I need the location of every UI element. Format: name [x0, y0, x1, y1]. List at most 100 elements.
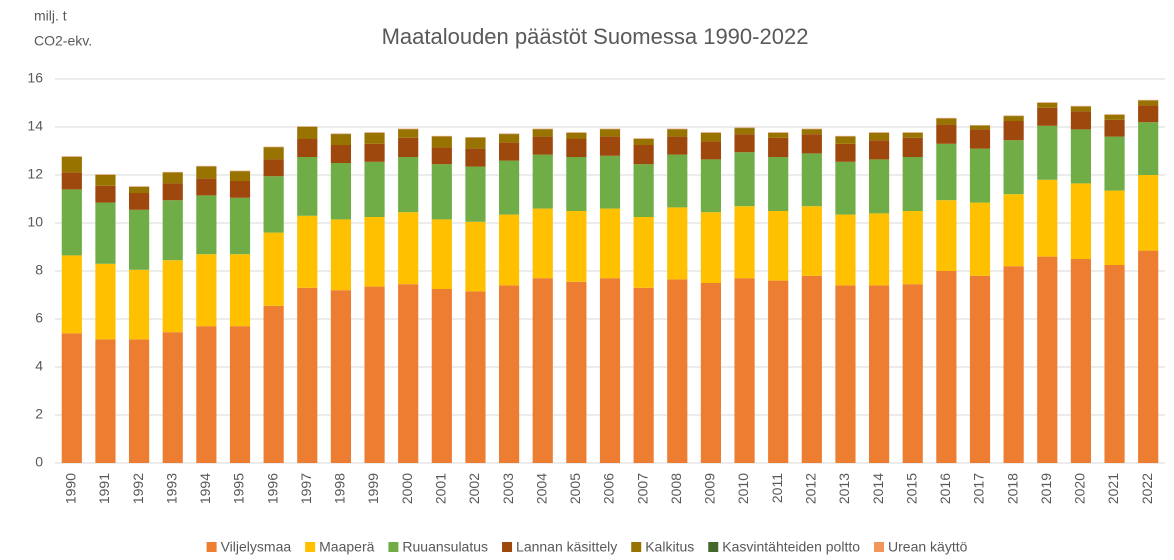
- y-tick-label: 0: [35, 454, 43, 470]
- bar-segment: [263, 147, 284, 160]
- x-tick-label: 2014: [870, 473, 886, 504]
- bar-segment: [297, 215, 318, 288]
- bar-segment: [734, 206, 755, 279]
- bar-segment: [229, 171, 251, 181]
- bar-segment: [936, 143, 957, 201]
- bar-segment: [566, 133, 587, 139]
- bar-segment: [734, 152, 755, 207]
- bar-segment: [297, 157, 318, 216]
- bar-segment: [1070, 106, 1091, 112]
- y-tick-label: 12: [27, 166, 43, 182]
- bar-segment: [330, 290, 351, 463]
- y-tick-label: 14: [27, 118, 43, 134]
- bar-segment: [1037, 103, 1058, 108]
- x-tick-label: 2013: [836, 473, 852, 504]
- bar-segment: [801, 153, 822, 207]
- x-tick-label: 2016: [937, 473, 953, 504]
- bar-segment: [599, 208, 621, 279]
- legend-label: Lannan käsittely: [516, 539, 617, 555]
- x-tick-label: 2010: [735, 473, 751, 504]
- legend-swatch: [874, 542, 885, 552]
- chart-title: Maatalouden päästöt Suomessa 1990-2022: [382, 24, 809, 49]
- bar-segment: [700, 141, 721, 160]
- bar-segment: [599, 136, 621, 156]
- bar-segment: [499, 160, 520, 215]
- bar-segment: [398, 137, 419, 157]
- bar-segment: [398, 212, 419, 285]
- bar-segment: [398, 284, 419, 463]
- bar-segment: [1070, 183, 1091, 259]
- x-tick-label: 2011: [769, 473, 785, 503]
- x-tick-label: 1995: [231, 473, 247, 504]
- x-tick-label: 2006: [601, 473, 617, 504]
- bar-segment: [499, 134, 520, 143]
- bar-segment: [869, 285, 890, 463]
- legend-label: Ruuansulatus: [402, 539, 488, 555]
- bar-segment: [969, 275, 991, 463]
- bar-segment: [263, 305, 284, 463]
- bar-segment: [969, 148, 991, 203]
- bar-segment: [969, 202, 991, 276]
- bar-segment: [869, 140, 890, 160]
- bar-segment: [768, 157, 789, 211]
- x-tick-label: 1997: [298, 473, 314, 504]
- y-tick-label: 6: [35, 310, 43, 326]
- bar-segment: [633, 145, 654, 165]
- x-tick-label: 2020: [1072, 473, 1088, 504]
- x-tick-label: 2002: [466, 473, 482, 504]
- bar-segment: [229, 326, 251, 463]
- bar-segment: [431, 147, 452, 165]
- bar-segment: [835, 161, 856, 215]
- bar-segment: [465, 137, 486, 149]
- legend-label: Kalkitus: [645, 539, 694, 555]
- bar-segment: [196, 254, 217, 327]
- bar-segment: [1070, 129, 1091, 184]
- bar-segment: [532, 278, 553, 463]
- bar-segment: [229, 181, 251, 198]
- bar-segment: [61, 157, 82, 173]
- bar-segment: [364, 143, 385, 162]
- bar-segment: [1138, 100, 1159, 106]
- bar-segment: [297, 287, 318, 463]
- bar-segment: [700, 133, 721, 142]
- x-tick-label: 2009: [702, 473, 718, 504]
- bar-segment: [734, 278, 755, 463]
- legend-label: Viljelysmaa: [221, 539, 292, 555]
- legend-label: Urean käyttö: [888, 539, 968, 555]
- bar-segment: [330, 134, 351, 145]
- x-tick-label: 2008: [668, 473, 684, 504]
- bar-segment: [969, 129, 991, 149]
- x-tick-label: 2019: [1038, 473, 1054, 504]
- bar-segment: [869, 213, 890, 286]
- y-tick-label: 2: [35, 406, 43, 422]
- bar-segment: [936, 271, 957, 463]
- bar-segment: [700, 212, 721, 283]
- bar-segment: [1003, 140, 1024, 195]
- x-tick-label: 2021: [1105, 473, 1121, 504]
- bar-segment: [61, 255, 82, 334]
- bar-segment: [902, 284, 923, 463]
- x-tick-label: 2003: [500, 473, 516, 504]
- bar-segment: [1037, 125, 1058, 180]
- bar-segment: [398, 129, 419, 138]
- bar-segment: [162, 260, 183, 333]
- bar-segment: [1037, 179, 1058, 257]
- x-tick-label: 1998: [332, 473, 348, 504]
- bar-segment: [667, 136, 688, 155]
- bar-segment: [330, 163, 351, 220]
- bar-segment: [667, 129, 688, 137]
- bar-segment: [61, 333, 82, 463]
- bar-segment: [431, 219, 452, 289]
- bar-segment: [465, 221, 486, 292]
- bar-segment: [566, 139, 587, 157]
- x-tick-label: 2007: [634, 473, 650, 504]
- y-axis-label: CO2-ekv.: [34, 33, 92, 49]
- bar-segment: [532, 154, 553, 209]
- legend-swatch: [631, 542, 642, 552]
- bar-segment: [667, 154, 688, 208]
- x-tick-label: 2004: [533, 473, 549, 504]
- bar-segment: [869, 133, 890, 141]
- x-tick-label: 2001: [433, 473, 449, 504]
- bar-segment: [364, 133, 385, 144]
- bar-segment: [801, 129, 822, 135]
